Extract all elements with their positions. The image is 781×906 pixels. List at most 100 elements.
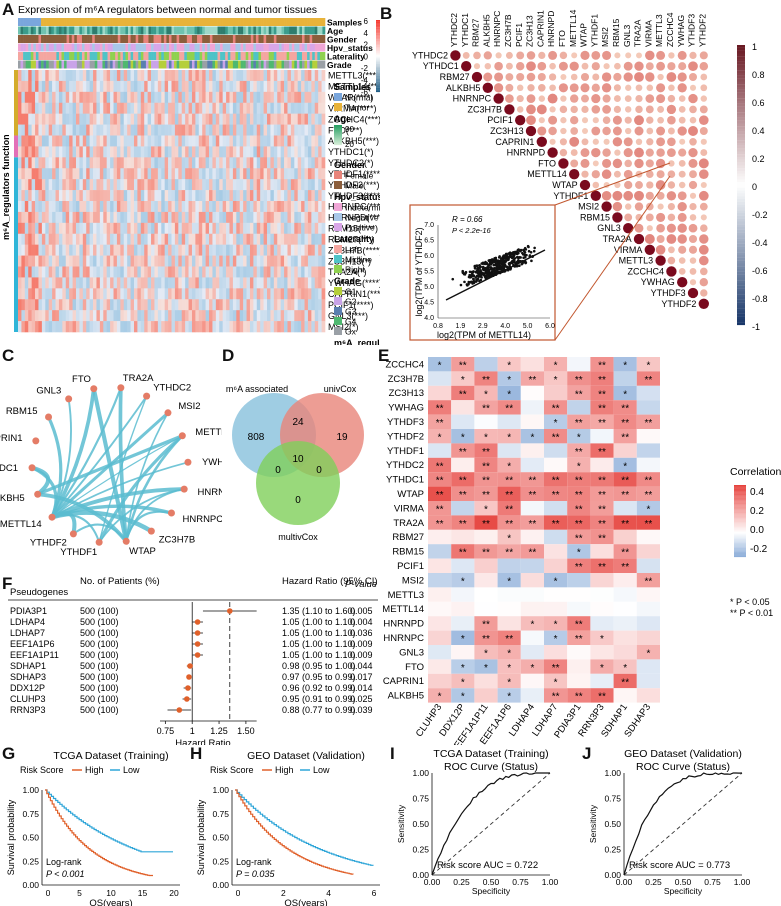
legend-item: G3 [345, 307, 357, 317]
track-cell [248, 60, 252, 69]
colorbar-segment [737, 75, 745, 79]
heat-cell [301, 157, 305, 169]
heat-cell [75, 102, 80, 114]
track-cell [53, 52, 57, 60]
heat-cell [168, 222, 172, 235]
venn-label-a: m⁶A associated [226, 384, 288, 394]
heat-cell [116, 244, 121, 256]
heat-cell [287, 211, 292, 224]
heat-cell [239, 299, 244, 311]
heat-cell [205, 222, 210, 235]
heat-cell [147, 157, 152, 169]
sig-mark: * [554, 620, 558, 631]
colorbar-tick: 0.8 [752, 70, 765, 80]
track-cell [104, 60, 108, 69]
colorbar-segment [737, 224, 745, 228]
heat-cell [243, 277, 247, 289]
heat-cell [178, 255, 183, 267]
heat-cell [174, 157, 179, 169]
corr-cell [613, 587, 637, 602]
heat-cell [263, 222, 268, 235]
heat-cell [161, 310, 165, 322]
heat-cell [294, 255, 299, 267]
heat-cell [55, 233, 60, 245]
heat-cell [113, 135, 118, 147]
heat-cell [270, 299, 275, 311]
heat-cell [120, 80, 125, 93]
corr-row-label: WTAP [552, 180, 577, 190]
heat-cell [321, 299, 326, 311]
heat-cell [48, 244, 53, 256]
heat-cell [270, 255, 275, 267]
heat-cell [188, 277, 193, 289]
heat-cell [249, 124, 254, 136]
heat-cell [96, 124, 101, 136]
heat-cell [151, 222, 155, 235]
heat-cell [113, 124, 118, 136]
track-cell [220, 52, 223, 60]
colorbar-segment [737, 299, 745, 303]
heat-cell [120, 70, 125, 82]
corr-cell [520, 688, 544, 703]
heat-cell [103, 102, 107, 114]
heat-cell [209, 168, 213, 180]
heat-cell [229, 80, 234, 93]
heat-cell [147, 266, 152, 278]
heat-cell [58, 157, 63, 169]
heat-cell [174, 91, 179, 104]
corr-cell [668, 160, 675, 167]
heat-cell [82, 299, 87, 311]
heat-cell [318, 233, 322, 245]
heat-cell [256, 310, 261, 322]
heat-cell [58, 244, 63, 256]
corr-cell [520, 645, 544, 660]
legend-segment [734, 497, 746, 499]
heat-cell [239, 102, 244, 114]
corr-cell [520, 371, 544, 386]
track-cell [79, 52, 83, 60]
corr-cell [544, 558, 568, 573]
heat-cell [260, 190, 264, 202]
age-min: 20 [345, 140, 354, 149]
heat-cell [38, 146, 43, 158]
sig-mark: * [461, 577, 465, 588]
heat-cell [24, 146, 29, 158]
track-cell [181, 52, 185, 60]
forest-hr: 0.98 (0.95 to 1.00) [282, 661, 356, 671]
sig-mark: * [507, 375, 511, 386]
corr-cell [699, 126, 708, 136]
legend-segment [734, 498, 746, 500]
heat-cell [222, 244, 227, 256]
inset-xtick: 4.0 [500, 323, 510, 330]
heat-cell [31, 277, 36, 289]
heat-cell [270, 91, 275, 104]
track-cell [209, 18, 213, 26]
colorbar-segment [737, 73, 745, 76]
corr-cell [484, 62, 492, 70]
heat-cell [188, 80, 193, 93]
track-cell [48, 60, 52, 69]
heat-cell [284, 179, 288, 191]
heat-cell [52, 102, 56, 114]
age-gradient [334, 141, 342, 143]
heat-cell [123, 266, 128, 278]
heat-cell [79, 201, 84, 213]
heat-cell [161, 124, 165, 136]
heat-cell [28, 135, 32, 147]
heat-cell [209, 288, 213, 300]
heat-cell [164, 288, 169, 300]
track-cell [199, 26, 203, 35]
track-cell [307, 35, 310, 43]
row-label: YWHAG(****) [328, 278, 380, 288]
heat-cell [232, 299, 237, 311]
track-cell [214, 60, 218, 69]
heat-cell [161, 201, 165, 213]
heat-cell [297, 222, 302, 235]
heat-cell [137, 168, 142, 180]
heat-cell [62, 310, 67, 322]
heat-cell [209, 244, 213, 256]
heat-cell [62, 91, 67, 104]
track-cell [53, 60, 57, 69]
colorbar-segment [737, 238, 745, 242]
corr-cell [544, 515, 568, 530]
